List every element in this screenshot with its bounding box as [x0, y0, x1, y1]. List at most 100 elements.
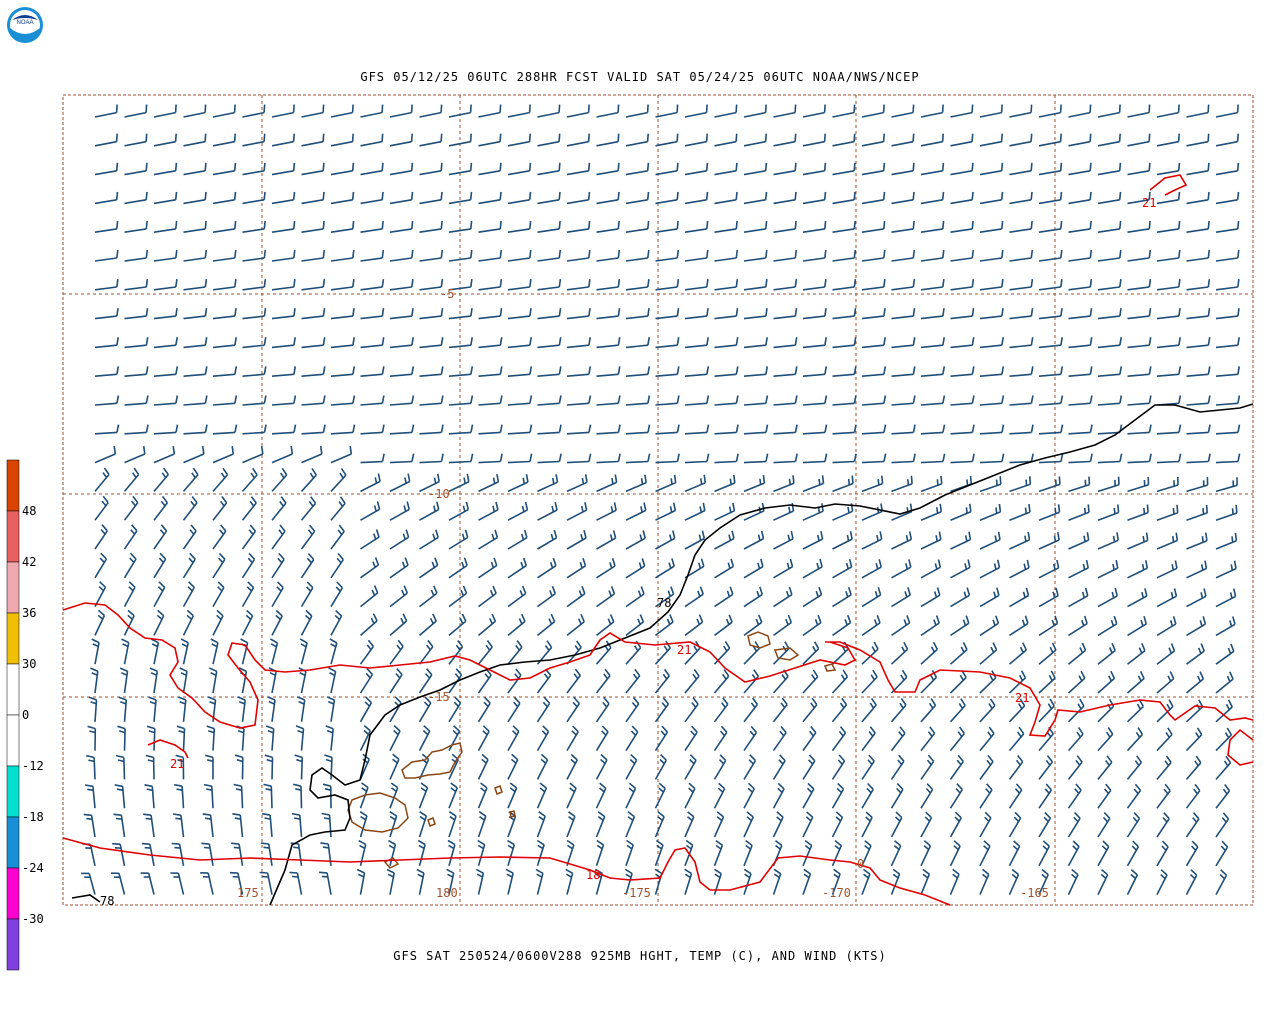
wind-barb-feather [186, 614, 193, 620]
wind-barb-feather [340, 468, 347, 476]
wind-barb-feather [440, 249, 444, 259]
wind-barb-feather [1148, 191, 1151, 200]
wind-barb-feather [175, 337, 178, 346]
wind-barb-feather [174, 783, 183, 787]
wind-barb-feather [928, 702, 934, 709]
wind-barb-feather [971, 191, 974, 200]
wind-barb-feather [706, 453, 710, 462]
wind-barb [212, 402, 235, 406]
wind-barb-feather [494, 529, 499, 538]
wind-barb-feather [1057, 531, 1060, 541]
wind-barb [94, 228, 117, 233]
wind-barb-feather [489, 589, 494, 597]
wind-barb-feather [781, 697, 788, 705]
wind-barb-feather [969, 476, 972, 485]
wind-barb-feather [1110, 619, 1115, 627]
wind-barb-feather [929, 726, 936, 734]
wind-barb-feather [604, 668, 611, 677]
wind-barb-feather [1233, 560, 1237, 569]
wind-barb-feather [381, 162, 384, 171]
wind-barb-feather [411, 249, 414, 259]
wind-barb-feather [629, 758, 636, 765]
wind-barb-feather [725, 618, 730, 625]
wind-barb [625, 460, 649, 464]
noaa-logo: NOAA [6, 6, 44, 44]
wind-barb-feather [220, 524, 227, 532]
wind-barb-feather [519, 590, 524, 597]
wind-barb-feather [1101, 845, 1108, 851]
wind-barb-feather [875, 562, 879, 570]
wind-barb-feather [837, 782, 845, 790]
wind-barb-feather [626, 839, 634, 846]
wind-barb-feather [1083, 507, 1087, 514]
wind-barb-feather [521, 585, 527, 594]
wind-barb [891, 460, 914, 464]
wind-barb-feather [580, 613, 585, 623]
wind-barb [596, 431, 619, 435]
wind-barb-feather [1071, 873, 1077, 879]
wind-barb-feather [1148, 424, 1152, 433]
wind-barb-feather [393, 729, 399, 736]
wind-barb-feather [1045, 759, 1051, 766]
wind-barb-feather [862, 868, 871, 875]
wind-barb-feather [90, 667, 99, 672]
wind-barb-feather [449, 815, 456, 821]
wind-barb-feather [247, 557, 253, 564]
wind-barb [1127, 460, 1150, 464]
wind-barb-feather [966, 587, 971, 596]
wind-barb-feather [812, 669, 819, 678]
wind-barb-feather [102, 495, 109, 504]
wind-barb-feather [833, 873, 840, 879]
wind-barb-feather [529, 337, 532, 346]
wind-barb-feather [359, 844, 366, 849]
wind-barb-feather [1001, 278, 1004, 288]
wind-barb-feather [175, 424, 179, 433]
wind-barb-feather [803, 868, 811, 875]
wind-barb-feather [762, 475, 766, 484]
wind-barb [183, 431, 206, 435]
wind-barb-feather [934, 563, 938, 570]
wind-barb-feather [823, 104, 826, 113]
wind-barb-feather [522, 477, 526, 484]
wind-barb-feather [101, 524, 108, 532]
wind-barb-feather [265, 725, 274, 730]
wind-barb-feather [145, 191, 148, 200]
wind-barb-feather [953, 840, 961, 847]
wind-barb-feather [157, 586, 164, 592]
wind-barb-feather [1019, 646, 1024, 653]
wind-barb-feather [647, 308, 650, 317]
wind-barb-feather [1089, 133, 1092, 142]
wind-barb-feather [1060, 308, 1063, 317]
wind-barb [1097, 199, 1120, 205]
wind-barb-feather [174, 191, 178, 200]
wind-barb-feather [1225, 755, 1232, 764]
wind-barb [920, 344, 943, 349]
wind-barb-feather [231, 445, 235, 455]
wind-barb-feather [330, 643, 337, 648]
wind-barb [714, 111, 737, 118]
wind-barb [360, 344, 383, 349]
wind-barb [1038, 228, 1061, 233]
wind-barb-feather [617, 249, 621, 259]
wind-barb-feather [220, 472, 226, 479]
wind-barb-feather [617, 366, 621, 375]
wind-barb-feather [923, 840, 931, 847]
wind-barb-feather [374, 477, 378, 484]
wind-barb-feather [121, 638, 130, 644]
wind-barb-feather [967, 559, 971, 568]
wind-barb-feather [1226, 675, 1231, 682]
wind-barb-feather [402, 533, 406, 540]
lat-label: -5 [440, 287, 454, 301]
lon-label: 180 [436, 886, 458, 900]
wind-barb [1215, 344, 1238, 349]
wind-barb [625, 402, 648, 406]
wind-barb-feather [896, 783, 904, 790]
wind-barb [979, 315, 1002, 320]
temp-label: 21 [677, 643, 691, 657]
wind-barb-feather [765, 220, 768, 229]
wind-barb-feather [388, 839, 396, 846]
wind-barb-feather [499, 337, 503, 346]
wind-barb-feather [933, 591, 938, 598]
wind-barb-feather [1100, 873, 1107, 880]
wind-barb [1009, 257, 1032, 262]
